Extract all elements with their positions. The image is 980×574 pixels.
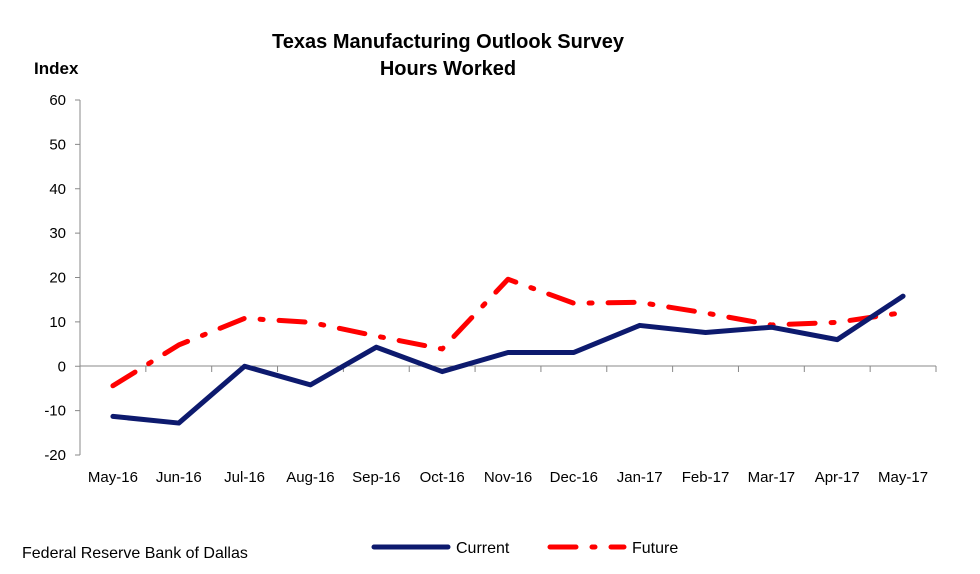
x-tick-label: Oct-16 [420,469,465,486]
axes [75,99,937,456]
y-tick-label: 20 [49,270,66,287]
y-tick-label: 40 [49,181,66,198]
chart-title: Texas Manufacturing Outlook Survey [272,31,625,53]
x-tick-label: Mar-17 [748,469,796,486]
y-tick-label: -10 [44,403,66,420]
x-tick-label: May-16 [88,469,138,486]
y-axis-label: Index [34,59,79,78]
chart-subtitle: Hours Worked [380,58,516,80]
x-tick-labels: May-16 Jun-16 Jul-16 Aug-16 Sep-16 Oct-16 Nov-… [88,469,928,486]
y-tick-label: 0 [58,358,66,375]
x-tick-label: Feb-17 [682,469,730,486]
y-tick-label: 10 [49,314,66,331]
x-tick-label: Jan-17 [617,469,663,486]
source-note: Federal Reserve Bank of Dallas [22,545,248,562]
x-tick-label: Jul-16 [224,469,265,486]
legend-future-label: Future [632,540,678,557]
x-tick-label: Jun-16 [156,469,202,486]
y-tick-label: -20 [44,447,66,464]
series-line-current [110,293,906,426]
series-lines [110,276,906,426]
y-tick-label: 60 [49,92,66,109]
series-line-future [110,276,906,389]
x-tick-label: Nov-16 [484,469,532,486]
x-tick-label: Dec-16 [550,469,598,486]
legend: Current Future [371,540,678,557]
legend-current-label: Current [456,540,510,557]
y-tick-labels: -20 -10 0 10 20 30 40 50 60 [44,92,66,464]
x-tick-label: Apr-17 [815,469,860,486]
x-tick-label: May-17 [878,469,928,486]
y-tick-label: 50 [49,136,66,153]
x-tick-label: Sep-16 [352,469,400,486]
x-tick-label: Aug-16 [286,469,334,486]
y-tick-label: 30 [49,225,66,242]
